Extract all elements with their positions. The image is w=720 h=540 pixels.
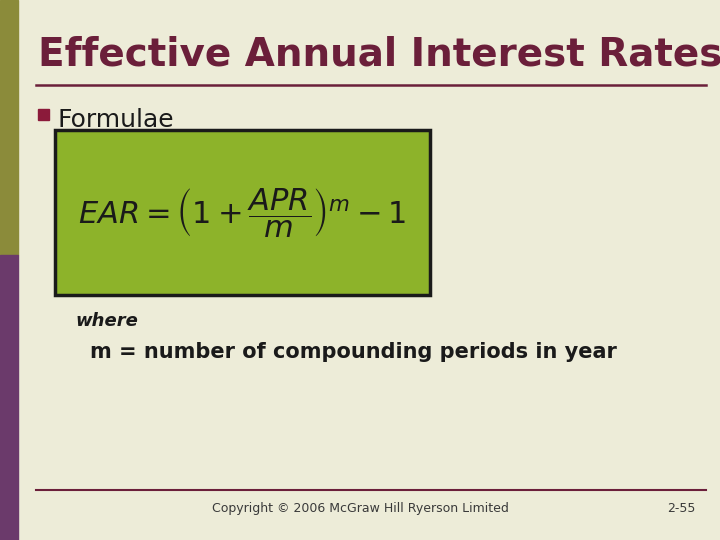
- Text: m = number of compounding periods in year: m = number of compounding periods in yea…: [90, 342, 617, 362]
- Text: where: where: [75, 312, 138, 330]
- Text: 2-55: 2-55: [667, 502, 695, 515]
- Bar: [0, 0, 18, 255]
- Text: Effective Annual Interest Rates: Effective Annual Interest Rates: [38, 35, 720, 73]
- Bar: [0, 255, 18, 540]
- Bar: [38, 109, 49, 120]
- Text: Copyright © 2006 McGraw Hill Ryerson Limited: Copyright © 2006 McGraw Hill Ryerson Lim…: [212, 502, 508, 515]
- Text: $\mathit{EAR} = \left(1 + \dfrac{\mathit{APR}}{m}\right)^{m} - 1$: $\mathit{EAR} = \left(1 + \dfrac{\mathit…: [78, 186, 407, 239]
- Text: Formulae: Formulae: [58, 108, 175, 132]
- FancyBboxPatch shape: [55, 130, 430, 295]
